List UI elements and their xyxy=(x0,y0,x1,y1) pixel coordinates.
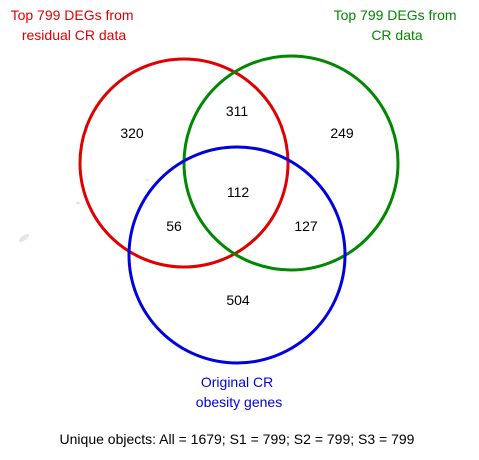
set-circle-cr xyxy=(182,54,400,272)
set-label-residual-cr: Top 799 DEGs from residual CR data xyxy=(11,7,138,43)
set-label-line: obesity genes xyxy=(196,394,282,410)
count-residual-and-original: 56 xyxy=(166,218,182,234)
set-label-cr: Top 799 DEGs from CR data xyxy=(334,7,461,43)
smudge-mark xyxy=(145,178,149,182)
count-original-only: 504 xyxy=(226,292,250,308)
set-label-line: Top 799 DEGs from xyxy=(334,7,457,23)
count-residual-and-cr: 311 xyxy=(226,103,249,119)
count-cr-only: 249 xyxy=(330,125,354,141)
smudge-mark xyxy=(76,201,80,205)
set-label-line: Top 799 DEGs from xyxy=(11,7,134,23)
count-residual-only: 320 xyxy=(120,125,144,141)
count-cr-and-original: 127 xyxy=(294,218,318,234)
set-label-line: Original CR xyxy=(201,374,273,390)
count-all-three: 112 xyxy=(227,184,250,200)
summary-text: Unique objects: All = 1679; S1 = 799; S2… xyxy=(60,431,415,447)
set-label-line: CR data xyxy=(371,27,423,43)
set-circle-residual-cr xyxy=(78,57,290,269)
set-label-original-cr: Original CR obesity genes xyxy=(196,374,282,410)
set-label-line: residual CR data xyxy=(22,27,126,43)
smudge-mark xyxy=(18,233,30,243)
set-circle-original-cr xyxy=(127,145,347,365)
